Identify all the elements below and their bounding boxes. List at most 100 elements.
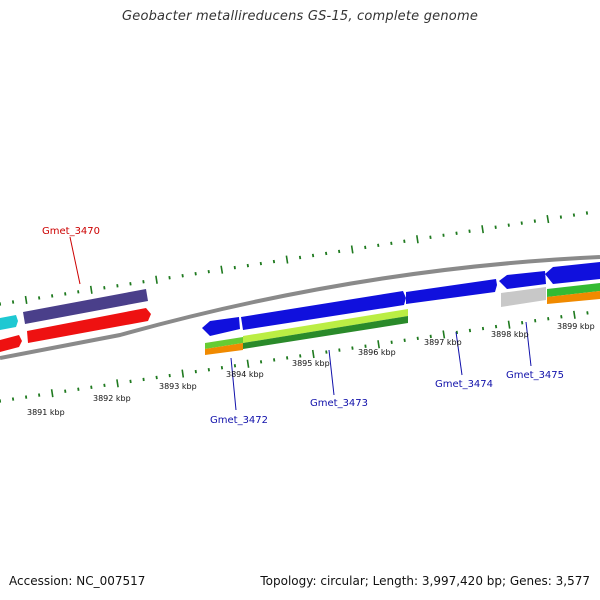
gene-bar-blue-gmet-3474[interactable]	[406, 279, 497, 304]
minor-tick	[403, 239, 406, 244]
kbp-label: 3893 kbp	[159, 382, 197, 391]
gene-bar-purple-gmet-3470[interactable]	[23, 289, 148, 324]
major-tick	[116, 379, 119, 388]
major-tick	[155, 275, 158, 284]
gene-bar-darkgreen[interactable]	[243, 316, 408, 349]
minor-tick	[207, 367, 210, 372]
minor-tick	[129, 282, 132, 286]
minor-tick	[572, 213, 576, 217]
minor-tick	[585, 211, 589, 215]
accession-text: Accession: NC_007517	[9, 574, 146, 588]
minor-tick	[390, 340, 393, 344]
minor-tick	[403, 338, 406, 343]
kbp-label: 3899 kbp	[557, 322, 595, 331]
gene-bar-lightgreen[interactable]	[205, 337, 243, 349]
kbp-label: 3896 kbp	[358, 348, 396, 357]
minor-tick	[325, 350, 328, 354]
major-tick	[246, 359, 250, 368]
minor-tick	[533, 219, 536, 223]
minor-tick	[38, 296, 41, 300]
upper-tick-row	[0, 211, 589, 306]
minor-tick	[11, 300, 15, 304]
minor-tick	[259, 360, 263, 364]
minor-tick	[273, 358, 276, 362]
leader-line-gmet-3475	[525, 321, 532, 367]
gene-bar-orange-right[interactable]	[547, 291, 600, 304]
major-tick	[220, 265, 224, 274]
gene-bar-red-left[interactable]	[0, 335, 22, 352]
map-title: Geobacter metallireducens GS-15, complet…	[121, 9, 479, 24]
gene-label-gmet-3473[interactable]: Gmet_3473	[310, 398, 368, 409]
gene-bar-blue-right[interactable]	[545, 262, 600, 284]
minor-tick	[64, 389, 67, 393]
major-tick	[181, 369, 185, 378]
gene-label-gmet-3474[interactable]: Gmet_3474	[435, 379, 493, 390]
minor-tick	[586, 311, 589, 315]
minor-tick	[468, 328, 472, 333]
major-tick	[50, 389, 54, 398]
kbp-label: 3892 kbp	[93, 394, 131, 403]
gene-bar-blue-gmet-3475[interactable]	[499, 271, 546, 289]
gene-label-gmet-3470[interactable]: Gmet_3470	[42, 226, 100, 237]
minor-tick	[468, 229, 471, 233]
minor-tick	[259, 261, 262, 266]
minor-tick	[364, 245, 367, 250]
gene-label-gmet-3472[interactable]: Gmet_3472	[210, 415, 268, 426]
minor-tick	[338, 249, 341, 254]
minor-tick	[429, 235, 432, 240]
minor-tick	[377, 243, 380, 248]
kbp-label: 3891 kbp	[27, 408, 65, 417]
major-tick	[442, 330, 446, 339]
major-tick	[377, 340, 380, 349]
kbp-label: 3898 kbp	[491, 330, 529, 339]
minor-tick	[181, 273, 184, 278]
leader-line-gmet-3472	[230, 357, 237, 411]
upper-feature-track	[0, 289, 151, 352]
minor-tick	[455, 231, 458, 235]
minor-tick	[38, 393, 41, 397]
minor-tick	[142, 280, 145, 284]
minor-tick	[233, 364, 237, 368]
gene-bar-gray[interactable]	[501, 287, 546, 307]
lower-feature-track	[202, 262, 600, 355]
gene-bar-green-right[interactable]	[547, 283, 600, 297]
genome-summary-text: Topology: circular; Length: 3,997,420 bp…	[260, 574, 590, 588]
gene-bar-yellowgreen[interactable]	[243, 309, 408, 343]
major-tick	[507, 320, 511, 329]
minor-tick	[494, 324, 498, 329]
minor-tick	[520, 221, 523, 225]
minor-tick	[560, 315, 563, 319]
major-tick	[546, 214, 550, 224]
kbp-label: 3894 kbp	[226, 370, 264, 379]
major-tick	[416, 235, 419, 244]
lower-tick-row	[0, 310, 589, 403]
minor-tick	[494, 225, 497, 229]
major-tick	[285, 255, 289, 264]
minor-tick	[64, 292, 67, 296]
gene-label-gmet-3475[interactable]: Gmet_3475	[506, 370, 564, 381]
major-tick	[311, 349, 315, 359]
minor-tick	[298, 255, 302, 260]
major-tick	[481, 225, 484, 234]
minor-tick	[168, 275, 171, 280]
minor-tick	[103, 383, 106, 388]
gene-bar-orange[interactable]	[205, 343, 243, 355]
gene-bar-cyan[interactable]	[0, 315, 18, 330]
minor-tick	[207, 269, 210, 274]
gene-bar-blue-gmet-3473[interactable]	[241, 291, 406, 330]
minor-tick	[416, 336, 419, 341]
minor-tick	[155, 375, 158, 380]
minor-tick	[351, 346, 354, 350]
minor-tick	[220, 365, 224, 370]
minor-tick	[286, 356, 289, 360]
gene-bar-red-gmet-3470[interactable]	[27, 308, 151, 343]
gene-bar-blue-gmet-3472[interactable]	[202, 317, 240, 336]
minor-tick	[103, 286, 106, 290]
minor-tick	[90, 385, 93, 390]
minor-tick	[272, 259, 276, 264]
leader-line-gmet-3473	[328, 349, 335, 396]
minor-tick	[429, 334, 432, 339]
minor-tick	[325, 251, 328, 256]
major-tick	[24, 295, 28, 305]
minor-tick	[547, 317, 550, 321]
